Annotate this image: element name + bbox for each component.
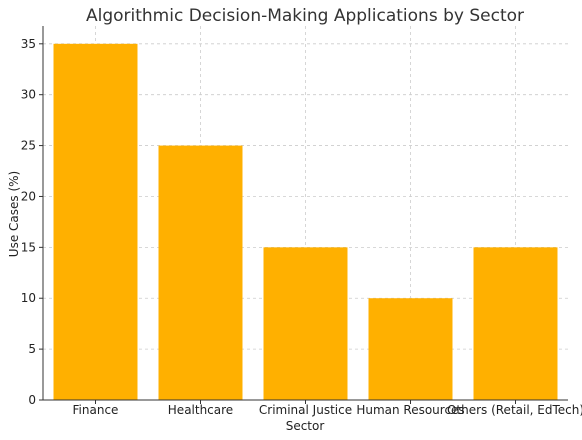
x-tick-label: Others (Retail, EdTech)	[447, 403, 582, 417]
y-tick-label: 25	[21, 139, 36, 153]
x-tick-label: Healthcare	[168, 403, 233, 417]
bar-human-resources	[368, 298, 453, 400]
y-tick-label: 20	[21, 189, 36, 203]
x-tick-label: Finance	[73, 403, 119, 417]
y-tick-label: 15	[21, 240, 36, 254]
y-tick-label: 5	[28, 342, 36, 356]
bar-finance	[53, 43, 138, 401]
x-axis-label: Sector	[286, 419, 325, 433]
bars-layer	[53, 43, 558, 401]
x-tick-label: Human Resources	[356, 403, 464, 417]
y-tick-label: 30	[21, 88, 36, 102]
chart-title: Algorithmic Decision-Making Applications…	[86, 6, 524, 26]
bar-healthcare	[158, 145, 243, 400]
bar-criminal-justice	[263, 247, 348, 400]
ticks-layer: 0 5 10 15 20 25 30 35 Finance Healthcare Criminal …	[21, 37, 582, 417]
y-axis-label: Use Cases (%)	[7, 171, 21, 257]
y-tick-label: 35	[21, 37, 36, 51]
bar-others-retail-edtech	[473, 247, 558, 400]
y-tick-label: 10	[21, 291, 36, 305]
y-tick-label: 0	[28, 393, 36, 407]
x-tick-label: Criminal Justice	[259, 403, 352, 417]
